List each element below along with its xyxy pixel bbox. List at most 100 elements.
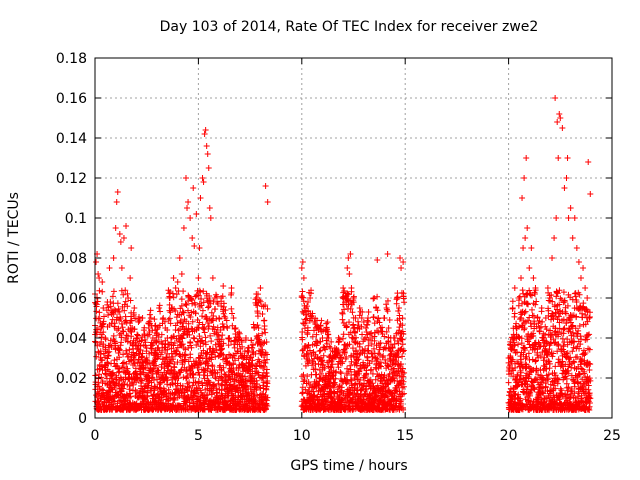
- x-tick-label: 15: [396, 428, 414, 444]
- data-point: [191, 335, 198, 342]
- data-point: [397, 255, 404, 261]
- data-point: [336, 339, 343, 345]
- data-point: [554, 119, 561, 125]
- data-point: [182, 175, 189, 181]
- data-point: [92, 339, 99, 346]
- x-tick-label: 20: [500, 428, 518, 444]
- data-point: [123, 347, 130, 354]
- data-point: [520, 245, 527, 251]
- data-point: [153, 362, 160, 369]
- data-point: [362, 325, 369, 331]
- data-point: [110, 332, 117, 339]
- data-point: [339, 310, 346, 317]
- data-point: [230, 315, 237, 321]
- data-point: [170, 294, 177, 301]
- x-tick-label: 25: [603, 428, 621, 444]
- data-point: [124, 303, 131, 310]
- data-point: [168, 366, 175, 373]
- data-point: [122, 298, 129, 305]
- data-point: [123, 223, 130, 229]
- data-point: [167, 320, 174, 327]
- data-point: [128, 245, 135, 251]
- data-point: [142, 339, 149, 346]
- y-tick-label: 0.12: [56, 171, 87, 187]
- data-point: [565, 215, 572, 221]
- data-point: [96, 383, 103, 390]
- data-point: [231, 344, 238, 351]
- data-point: [172, 285, 179, 291]
- data-point: [179, 323, 186, 330]
- data-point: [187, 367, 194, 374]
- data-point: [174, 279, 181, 285]
- y-tick-label: 0.04: [56, 331, 87, 347]
- data-point: [118, 339, 125, 346]
- data-point: [344, 265, 351, 271]
- data-point: [318, 317, 325, 324]
- data-point: [113, 199, 120, 205]
- data-point: [101, 313, 108, 320]
- data-point: [178, 302, 185, 309]
- data-point: [98, 374, 105, 381]
- data-point: [338, 370, 345, 377]
- data-point: [563, 175, 570, 181]
- data-point: [120, 328, 127, 335]
- data-point: [585, 159, 592, 165]
- data-point: [115, 305, 122, 312]
- x-axis-label: GPS time / hours: [290, 458, 407, 474]
- data-point: [229, 310, 236, 317]
- data-point: [120, 291, 127, 298]
- data-point: [109, 375, 116, 382]
- data-point: [169, 356, 176, 363]
- data-point: [528, 306, 535, 313]
- data-point: [300, 371, 307, 378]
- data-point: [370, 314, 377, 321]
- data-point: [166, 301, 173, 308]
- data-point: [189, 318, 196, 325]
- data-point: [123, 391, 130, 398]
- data-point: [522, 235, 529, 241]
- data-point: [118, 320, 125, 327]
- data-point: [170, 275, 177, 281]
- data-point: [136, 317, 143, 324]
- data-point: [110, 255, 117, 261]
- data-point: [124, 290, 131, 297]
- data-point: [195, 369, 202, 376]
- data-point: [135, 319, 142, 325]
- data-point: [96, 315, 103, 322]
- data-point: [398, 265, 405, 271]
- data-point: [117, 239, 124, 245]
- data-point: [147, 307, 154, 314]
- y-tick-label: 0.06: [56, 291, 87, 307]
- data-point: [103, 371, 110, 378]
- data-point: [569, 235, 576, 241]
- data-point: [549, 255, 556, 261]
- data-point: [178, 296, 185, 303]
- data-point: [519, 195, 526, 201]
- data-point: [201, 131, 208, 137]
- data-point: [99, 279, 106, 285]
- data-point: [130, 311, 137, 318]
- data-point: [261, 317, 268, 324]
- data-point: [206, 323, 213, 330]
- data-point: [111, 357, 118, 364]
- data-point: [102, 335, 109, 341]
- data-point: [187, 314, 194, 321]
- data-point: [161, 387, 168, 394]
- data-point: [114, 189, 121, 195]
- data-point: [96, 287, 103, 294]
- data-point: [196, 245, 203, 251]
- data-point: [368, 330, 375, 337]
- data-point: [107, 382, 114, 389]
- data-point: [120, 351, 127, 358]
- data-point: [132, 315, 139, 322]
- data-point: [185, 199, 192, 205]
- data-point: [365, 309, 372, 316]
- data-point: [569, 338, 576, 345]
- data-point: [156, 302, 163, 309]
- data-point: [539, 318, 546, 325]
- data-point: [399, 315, 406, 322]
- data-point: [172, 307, 179, 314]
- data-point: [528, 245, 535, 251]
- data-point: [164, 363, 171, 370]
